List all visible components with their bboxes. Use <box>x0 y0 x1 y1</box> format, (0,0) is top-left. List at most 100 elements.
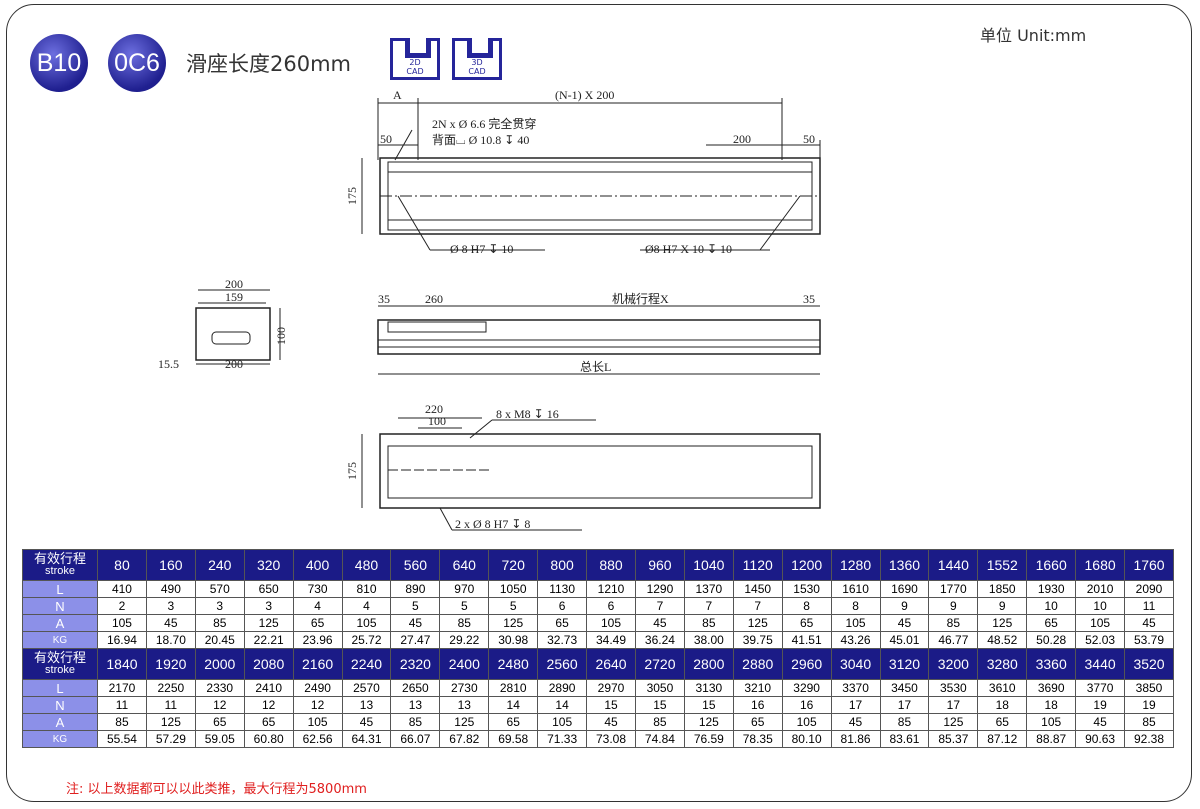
stroke-cell: 2960 <box>781 648 832 680</box>
value-cell: 11 <box>145 696 196 714</box>
value-cell: 2170 <box>97 679 147 697</box>
value-cell: 69.58 <box>488 730 539 748</box>
value-cell: 12 <box>243 696 294 714</box>
value-cell: 15 <box>634 696 685 714</box>
value-cell: 19 <box>1075 696 1126 714</box>
stroke-cell: 1920 <box>145 648 196 680</box>
value-cell: 2490 <box>292 679 343 697</box>
value-cell: 41.51 <box>781 631 832 649</box>
stroke-cell: 1660 <box>1026 549 1077 581</box>
value-cell: 65 <box>537 614 588 632</box>
cad-3d-download-icon[interactable]: 3D CAD <box>452 38 502 80</box>
value-cell: 15 <box>683 696 734 714</box>
value-cell: 105 <box>97 614 147 632</box>
value-cell: 52.03 <box>1075 631 1126 649</box>
value-cell: 17 <box>830 696 881 714</box>
dim-width-159: 159 <box>225 290 243 304</box>
row-label-l: L <box>22 580 98 598</box>
value-cell: 105 <box>781 713 832 731</box>
value-cell: 125 <box>488 614 539 632</box>
value-cell: 3130 <box>683 679 734 697</box>
value-cell: 8 <box>830 597 881 615</box>
model-badge-variant: 0C6 <box>108 34 166 92</box>
stroke-cell: 2640 <box>586 648 636 680</box>
value-cell: 45 <box>879 614 930 632</box>
stroke-header-row: 有效行程 stroke 1840 1920 2000 2080 2160 2240 2320 24… <box>22 648 1174 680</box>
value-cell: 45 <box>586 713 636 731</box>
pin-spec-left: Ø 8 H7 ↧ 10 <box>450 242 513 256</box>
value-cell: 1450 <box>732 580 783 598</box>
value-cell: 53.79 <box>1124 631 1174 649</box>
value-cell: 3850 <box>1124 679 1174 697</box>
value-cell: 970 <box>439 580 490 598</box>
value-cell: 16 <box>732 696 783 714</box>
value-cell: 17 <box>879 696 930 714</box>
stroke-cell: 400 <box>292 549 343 581</box>
value-cell: 87.12 <box>977 730 1028 748</box>
value-cell: 74.84 <box>634 730 685 748</box>
value-cell: 13 <box>341 696 392 714</box>
value-cell: 810 <box>341 580 392 598</box>
value-cell: 10 <box>1075 597 1126 615</box>
row-label-kg: KG <box>22 730 98 748</box>
table-row-n: N 11 11 12 12 12 13 13 13 14 14 15 15 15 16 16 17 17 17 18 1… <box>22 696 1174 714</box>
stroke-header-row: 有效行程 stroke 80 160 240 320 400 480 560 640 720 800 8… <box>22 549 1174 581</box>
value-cell: 32.73 <box>537 631 588 649</box>
table-row-l: L 2170 2250 2330 2410 2490 2570 2650 2730 2810 289… <box>22 679 1174 697</box>
stroke-cell: 2160 <box>292 648 343 680</box>
value-cell: 1770 <box>928 580 979 598</box>
stroke-cell: 1680 <box>1075 549 1126 581</box>
value-cell: 17 <box>928 696 979 714</box>
value-cell: 45.01 <box>879 631 930 649</box>
stroke-cell: 880 <box>586 549 636 581</box>
value-cell: 46.77 <box>928 631 979 649</box>
value-cell: 1130 <box>537 580 588 598</box>
stroke-cell: 160 <box>145 549 196 581</box>
value-cell: 90.63 <box>1075 730 1126 748</box>
value-cell: 1050 <box>488 580 539 598</box>
value-cell: 125 <box>928 713 979 731</box>
value-cell: 1370 <box>683 580 734 598</box>
value-cell: 2250 <box>145 679 196 697</box>
row-label-a: A <box>22 614 98 632</box>
stroke-cell: 1040 <box>683 549 734 581</box>
value-cell: 2570 <box>341 679 392 697</box>
dim-stroke-x: 机械行程X <box>612 291 669 306</box>
value-cell: 730 <box>292 580 343 598</box>
value-cell: 62.56 <box>292 730 343 748</box>
value-cell: 890 <box>390 580 441 598</box>
value-cell: 3450 <box>879 679 930 697</box>
value-cell: 45 <box>634 614 685 632</box>
value-cell: 3370 <box>830 679 881 697</box>
value-cell: 570 <box>194 580 245 598</box>
value-cell: 92.38 <box>1124 730 1174 748</box>
value-cell: 1210 <box>586 580 636 598</box>
value-cell: 65 <box>977 713 1028 731</box>
value-cell: 7 <box>683 597 734 615</box>
stroke-cell: 320 <box>243 549 294 581</box>
stroke-cell: 3280 <box>977 648 1028 680</box>
side-view: 35 260 机械行程X 35 总长L <box>377 291 821 375</box>
stroke-cell: 1120 <box>732 549 783 581</box>
value-cell: 45 <box>145 614 196 632</box>
cad-3d-label: 3D <box>471 58 483 67</box>
value-cell: 125 <box>683 713 734 731</box>
value-cell: 2090 <box>1124 580 1174 598</box>
cad-2d-download-icon[interactable]: 2D CAD <box>390 38 440 80</box>
value-cell: 105 <box>341 614 392 632</box>
value-cell: 15 <box>586 696 636 714</box>
stroke-cell: 1760 <box>1124 549 1174 581</box>
value-cell: 27.47 <box>390 631 441 649</box>
value-cell: 81.86 <box>830 730 881 748</box>
value-cell: 18.70 <box>145 631 196 649</box>
bottom-view: 220 100 8 x M8 ↧ 16 175 2 x Ø 8 H7 ↧ 8 <box>345 402 821 531</box>
dim-a: A <box>393 88 402 102</box>
stroke-cell: 3040 <box>830 648 881 680</box>
value-cell: 3530 <box>928 679 979 697</box>
stroke-cell: 2720 <box>634 648 685 680</box>
value-cell: 2970 <box>586 679 636 697</box>
table-row-kg: KG 16.94 18.70 20.45 22.21 23.96 25.72 27.47 29.… <box>22 631 1174 649</box>
dim-pitch: (N-1) X 200 <box>555 88 614 102</box>
value-cell: 3 <box>243 597 294 615</box>
value-cell: 65 <box>243 713 294 731</box>
